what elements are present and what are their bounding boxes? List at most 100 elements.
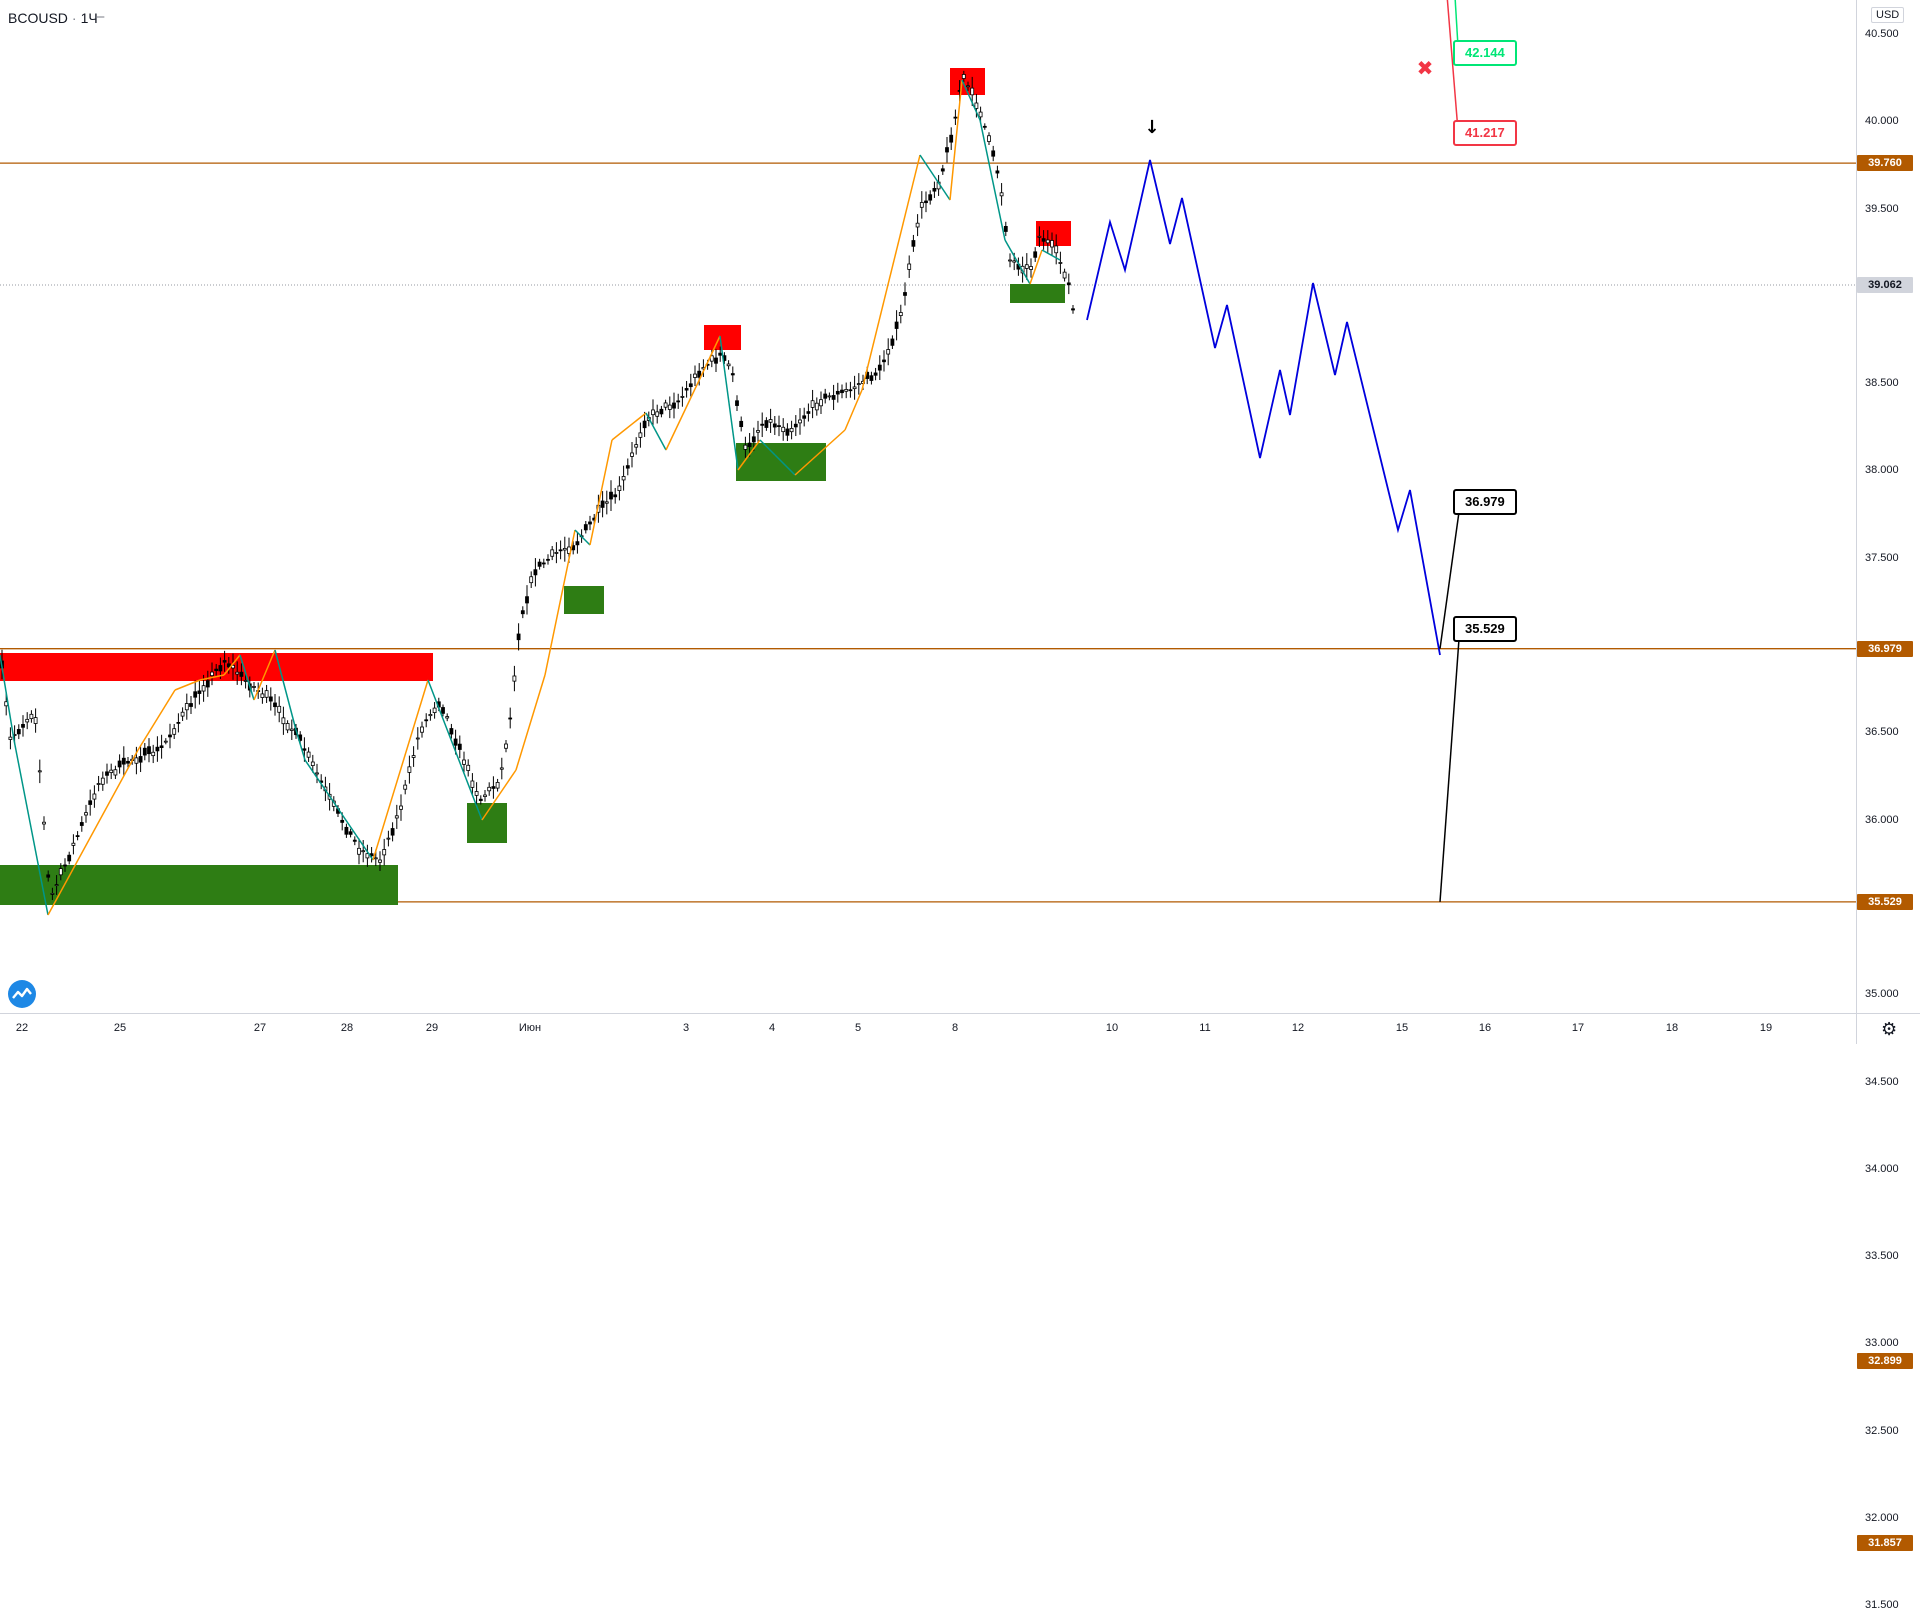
candle-body xyxy=(781,426,786,433)
candle-body xyxy=(1012,260,1017,263)
time-label: 5 xyxy=(854,1022,862,1034)
candle-body xyxy=(470,780,475,788)
candle-body xyxy=(1050,240,1054,248)
candle-body xyxy=(75,835,80,837)
candle-body xyxy=(974,102,979,109)
candle-body xyxy=(541,562,546,565)
candle-body xyxy=(529,576,534,584)
price-callout[interactable]: 41.217 xyxy=(1453,120,1517,146)
candle-body xyxy=(777,425,781,428)
candle-body xyxy=(735,400,739,406)
time-label: 27 xyxy=(253,1022,267,1034)
candle-body xyxy=(96,783,101,785)
gear-icon[interactable]: ⚙ xyxy=(1881,1019,1898,1039)
horizontal-levels xyxy=(0,162,1856,903)
zigzag-up-segment xyxy=(199,674,225,681)
time-scale[interactable]: 22 25 27 28 29 Июн 3 4 5 8 10 11 12 15 16 17 18 19 xyxy=(0,1013,1856,1044)
candle-body xyxy=(168,734,172,738)
time-label: 11 xyxy=(1199,1022,1211,1034)
time-label: 29 xyxy=(425,1022,439,1034)
candle-body xyxy=(831,395,836,400)
candle-body xyxy=(928,194,933,201)
price-tick: 33.000 xyxy=(1865,1337,1899,1350)
time-label: 4 xyxy=(768,1022,776,1034)
price-chart[interactable]: ✖↓ xyxy=(0,0,1856,1013)
symbol-title[interactable]: BCOUSD · 1Ч xyxy=(8,10,98,26)
candle-body xyxy=(739,420,744,428)
candle-body xyxy=(172,728,177,735)
candle-body xyxy=(378,859,382,863)
price-callout[interactable]: 42.144 xyxy=(1453,40,1517,66)
candle-body xyxy=(147,746,151,755)
candle-body xyxy=(88,800,93,805)
candle-body xyxy=(289,728,294,731)
candle-body xyxy=(340,819,345,823)
demand-zone xyxy=(467,803,507,843)
candle-body xyxy=(449,728,454,735)
candle-body xyxy=(663,402,668,408)
candle-body xyxy=(651,409,655,416)
candle-body xyxy=(802,415,807,419)
candle-body xyxy=(264,690,269,698)
level-badge: 39.760 xyxy=(1857,155,1913,172)
candle-body xyxy=(848,389,853,392)
price-tick: 35.000 xyxy=(1865,988,1899,1001)
candle-body xyxy=(764,420,769,428)
candle-body xyxy=(562,548,567,551)
zigzag-down-segment xyxy=(919,154,951,201)
price-scale[interactable]: USD 43.00042.50042.00041.50041.00040.500… xyxy=(1856,0,1920,1611)
candle-body xyxy=(588,521,592,525)
price-callout[interactable]: 36.979 xyxy=(1453,489,1517,515)
candle-body xyxy=(1062,271,1067,279)
candle-body xyxy=(684,388,689,391)
candle-body xyxy=(638,432,643,438)
candle-body xyxy=(260,693,265,698)
candle-body xyxy=(495,782,500,789)
zigzag-down-segment xyxy=(574,529,591,546)
candle-body xyxy=(193,691,198,698)
price-tick: 36.000 xyxy=(1865,813,1899,826)
candle-body xyxy=(218,665,223,672)
candle-body xyxy=(100,777,105,785)
chart-pane[interactable]: ✖ ↓ BCOUSD · 1Ч – 42.144 41.217 36.979 35.529 xyxy=(0,0,1856,1013)
zigzag-up-segment xyxy=(737,439,761,471)
supply-zone xyxy=(704,325,741,350)
zigzag-up-segment xyxy=(372,679,429,861)
price-tick: 36.500 xyxy=(1865,726,1899,739)
candle-body xyxy=(399,805,403,810)
candle-body xyxy=(924,200,928,204)
interval: 1Ч xyxy=(80,10,98,26)
level-badge: 36.979 xyxy=(1857,640,1913,657)
candle-body xyxy=(789,427,794,433)
demand-zone xyxy=(1010,284,1065,303)
time-label: 3 xyxy=(682,1022,690,1034)
currency-label[interactable]: USD xyxy=(1871,7,1905,23)
candle-body xyxy=(747,442,752,448)
zigzag-lines xyxy=(0,79,1061,916)
candle-body xyxy=(176,722,181,724)
callout-pointer xyxy=(1439,638,1460,902)
candle-body xyxy=(898,312,903,316)
candle-body xyxy=(235,671,240,675)
candle-body xyxy=(457,743,462,750)
legend-menu-button[interactable]: – xyxy=(96,8,105,25)
zigzag-down-segment xyxy=(719,335,739,471)
zigzag-up-segment xyxy=(515,674,546,771)
candle-body xyxy=(751,436,756,443)
candle-body xyxy=(117,760,122,768)
candle-body xyxy=(634,444,639,448)
tradingview-logo-icon[interactable] xyxy=(8,980,36,1008)
price-callout[interactable]: 35.529 xyxy=(1453,616,1517,642)
candle-body xyxy=(63,864,67,867)
candle-body xyxy=(466,764,471,771)
candle-body xyxy=(394,815,399,819)
candle-body xyxy=(155,746,160,752)
zigzag-down-segment xyxy=(13,739,49,916)
candle-body xyxy=(726,363,731,367)
callout-pointer xyxy=(1439,511,1460,649)
candle-body xyxy=(533,569,538,576)
candle-body xyxy=(961,74,966,79)
candle-body xyxy=(42,821,46,825)
candle-body xyxy=(714,357,718,364)
time-label: 10 xyxy=(1105,1022,1119,1034)
